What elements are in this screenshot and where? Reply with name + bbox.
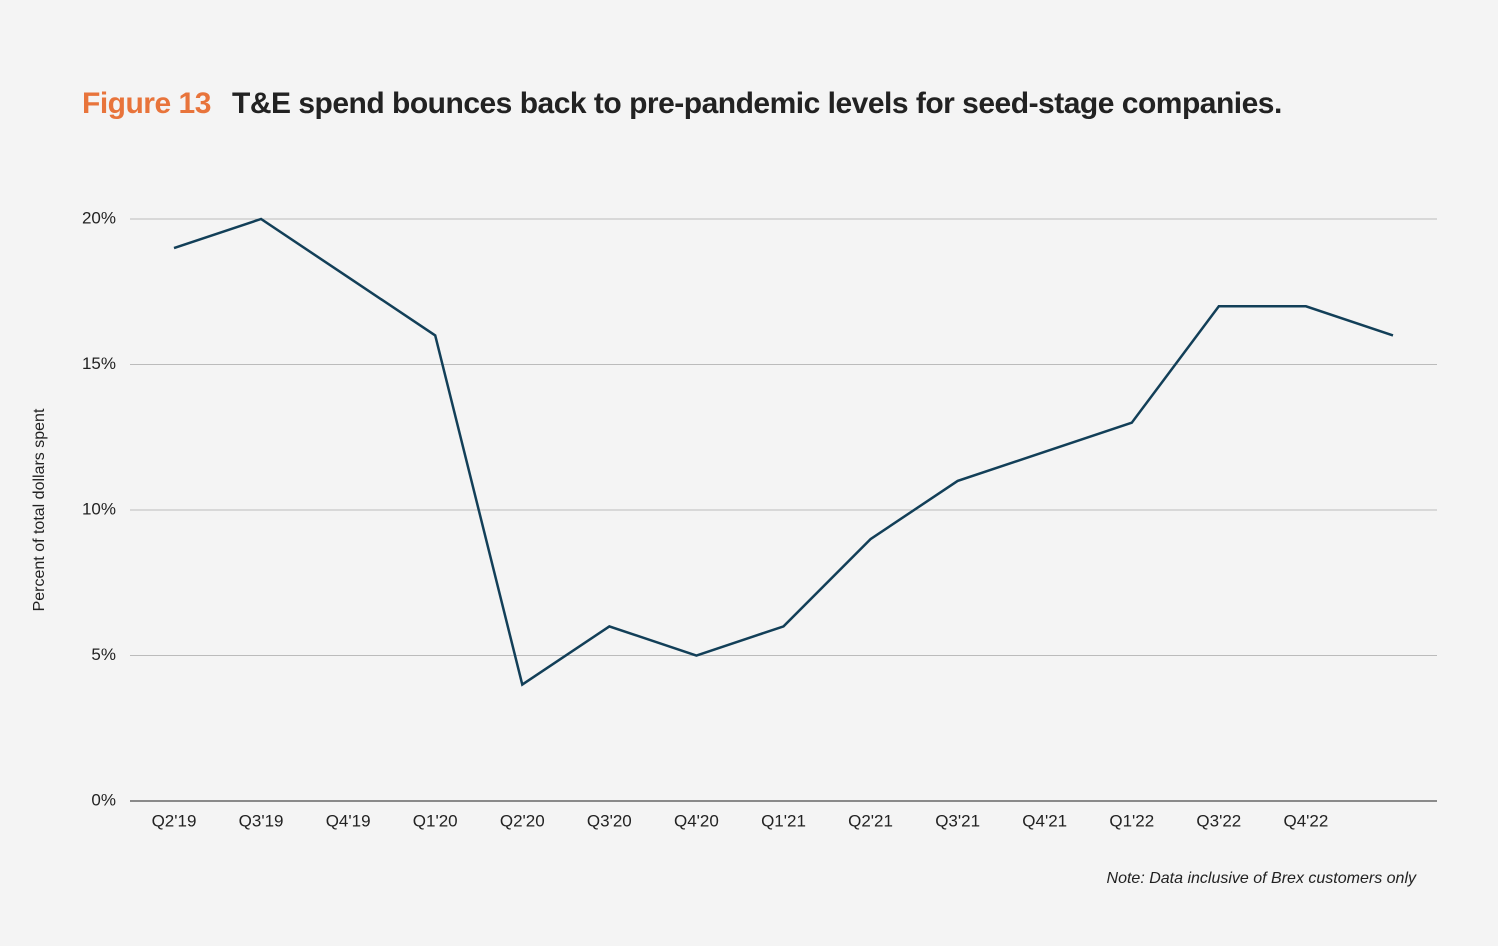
x-tick-label: Q4'22 (1283, 811, 1328, 830)
y-axis-label: Percent of total dollars spent (31, 408, 48, 611)
x-tick-label: Q2'20 (500, 811, 545, 830)
x-tick-label: Q3'22 (1196, 811, 1241, 830)
x-tick-label: Q1'22 (1109, 811, 1154, 830)
x-tick-label: Q1'20 (413, 811, 458, 830)
y-tick-label: 10% (82, 499, 116, 518)
x-tick-label: Q4'21 (1022, 811, 1067, 830)
x-tick-label: Q4'20 (674, 811, 719, 830)
line-series (173, 217, 1394, 687)
y-tick-label: 0% (91, 790, 116, 809)
y-tick-label: 20% (82, 208, 116, 227)
x-tick-label: Q1'21 (761, 811, 806, 830)
x-tick-label: Q2'19 (152, 811, 197, 830)
figure-label: Figure 13 (82, 87, 211, 120)
y-tick-label: 5% (91, 645, 116, 664)
x-tick-label: Q3'19 (239, 811, 284, 830)
x-tick-label: Q3'20 (587, 811, 632, 830)
note: Note: Data inclusive of Brex customers o… (1107, 870, 1417, 887)
y-tick-label: 15% (82, 354, 116, 373)
x-tick-label: Q2'21 (848, 811, 893, 830)
x-tick-label: Q4'19 (326, 811, 371, 830)
chart-title: T&E spend bounces back to pre-pandemic l… (232, 87, 1282, 120)
x-tick-label: Q3'21 (935, 811, 980, 830)
